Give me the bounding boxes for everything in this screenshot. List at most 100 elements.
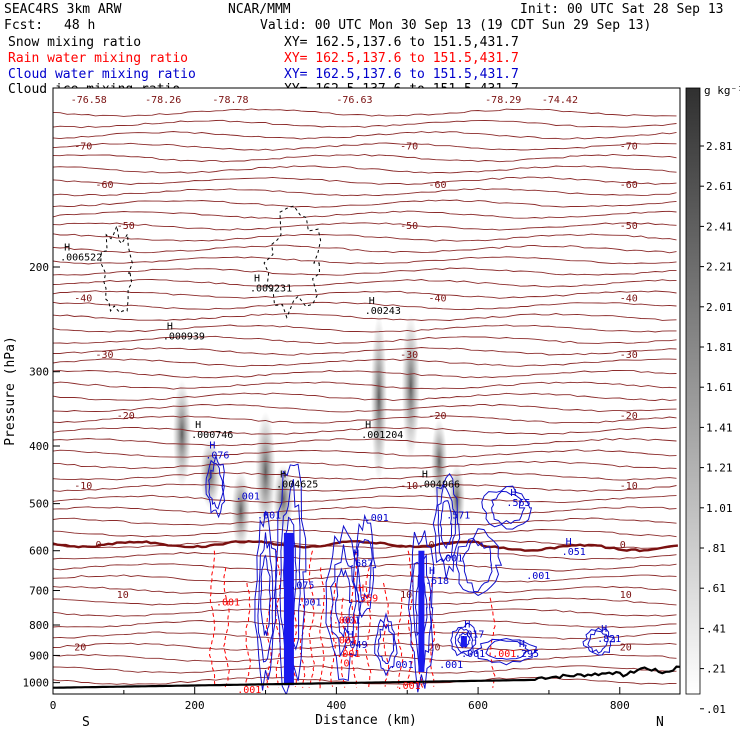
y-tick-label-200: 200 [29, 261, 49, 274]
fcst-label: Fcst: [4, 18, 43, 33]
max-h-marker-1: H [167, 322, 173, 333]
field-xy-cloud-water: XY= 162.5,137.6 to 151.5,431.7 [284, 67, 519, 82]
isotherm-line [53, 631, 677, 640]
cloud-water-contour [485, 639, 530, 660]
isotherm-label: -20 [620, 411, 638, 422]
fcst-value: 48 h [64, 18, 95, 33]
isotherm-line [53, 358, 677, 367]
isotherm-line [53, 108, 677, 117]
y-tick-label-700: 700 [29, 585, 49, 598]
isotherm-label: 0 [96, 540, 102, 551]
isotherm-label: -70 [400, 142, 418, 153]
cloud-water-contour [335, 567, 353, 639]
isotherm-line [53, 233, 677, 242]
cloud-water-core-0 [283, 532, 294, 686]
cloud-water-contour [432, 472, 461, 579]
max-h-marker-14: H [464, 620, 470, 631]
rain-contour [223, 567, 230, 689]
contour-label-15: 0 [343, 659, 349, 670]
isotherm-label: -40 [620, 293, 638, 304]
isotherm-label: -20 [428, 411, 446, 422]
cloud-water-contour [356, 538, 373, 604]
contour-labels: H.006522H.000939H.009231H.00243H.000746H… [60, 242, 621, 696]
contour-label-12: .001 [216, 598, 240, 609]
top-temp-label: -76.63 [336, 95, 372, 106]
axes: 0 200 400 600 800200300400500600700800900100… [23, 261, 630, 712]
isotherm-label: -50 [620, 221, 638, 232]
cloud-water-contour [330, 544, 357, 658]
isotherm-label: -30 [620, 350, 638, 361]
isotherm-line [53, 404, 677, 413]
max-value-17: .049 [343, 640, 367, 651]
y-tick-label-600: 600 [29, 545, 49, 558]
isotherm-label: -60 [428, 180, 446, 191]
isotherm-line [53, 222, 677, 231]
max-h-marker-10: H [566, 537, 572, 548]
top-temp-label: -78.78 [212, 95, 248, 106]
top-temp-label: -78.26 [145, 95, 181, 106]
y-tick-label-400: 400 [29, 440, 49, 453]
contour-label-18: .001 [237, 685, 261, 696]
isotherm-line [53, 347, 677, 356]
max-value-16: .295 [515, 649, 539, 660]
isotherm-label: 20 [428, 643, 440, 654]
cloud-water-contour [474, 637, 539, 666]
org-label: NCAR/MMM [228, 2, 291, 17]
isotherm-label: -30 [96, 350, 114, 361]
cloud-water-contour [254, 510, 278, 691]
x-axis-label: Distance (km) [315, 713, 417, 728]
south-label: S [82, 715, 90, 730]
contour-label-16: .001 [333, 636, 357, 647]
x-tick-label-400: 400 [326, 699, 346, 712]
cloud-water-contour [208, 462, 224, 510]
max-value-10: .051 [562, 547, 586, 558]
cloud-ice-contours [100, 205, 322, 319]
isotherm-line [53, 551, 677, 560]
x-tick-label-0: 0 [50, 699, 57, 712]
isotherm-line [53, 199, 677, 208]
max-h-marker-8: H [209, 441, 215, 452]
colorbar-unit: g kg⁻¹ [704, 84, 740, 97]
isotherm-line [53, 210, 677, 219]
cloud-water-contour [325, 524, 362, 681]
isotherm-label: -50 [400, 221, 418, 232]
isotherm-line [53, 517, 677, 526]
y-tick-label-1000: 1000 [23, 677, 50, 690]
isotherm-label: 10 [620, 590, 632, 601]
cloud-ice-contour [100, 224, 133, 314]
max-h-marker-11: H [353, 549, 359, 560]
cloud-water-contour [437, 483, 457, 563]
snow-plume-6 [401, 314, 420, 459]
rain-contour [329, 582, 337, 687]
isotherm-label: -20 [117, 411, 135, 422]
cloud-water-contour [481, 485, 533, 530]
colorbar-label-4: 2.01 [706, 301, 733, 314]
rain-contour [418, 567, 425, 690]
isotherm-lines: -70 -70 -70 -60 -60 -60 -50 -50 -50 -40 -40 -40 -30 -… [53, 95, 678, 685]
contour-label-2: .571 [446, 511, 470, 522]
max-value-4: .000746 [191, 430, 233, 441]
isotherm-line [53, 381, 677, 390]
cloud-water-contour [407, 530, 435, 693]
valid-time: Valid: 00 UTC Mon 30 Sep 13 (19 CDT Sun … [260, 18, 651, 33]
isotherm-line [53, 392, 677, 402]
cloud-water-contour [374, 612, 398, 677]
isotherm-line [53, 585, 677, 594]
contour-label-8: .001 [461, 649, 485, 660]
terrain-profile [53, 665, 680, 689]
contour-label-14: .001 [336, 649, 360, 660]
isotherm-label: 0 [428, 540, 434, 551]
rain-contour [365, 567, 372, 689]
cloud-water-contour [455, 528, 503, 597]
isotherm-line [53, 256, 677, 265]
max-value-7: .004966 [418, 480, 460, 491]
cloud-water-contour [377, 621, 395, 664]
rain-contour [245, 582, 251, 687]
y-axis-label: Pressure (hPa) [3, 336, 18, 446]
max-value-3: .00243 [365, 306, 401, 317]
isotherm-line [53, 620, 677, 628]
isotherm-line [53, 528, 677, 538]
isotherm-label: 0 [620, 540, 626, 551]
isotherm-line [53, 574, 677, 583]
isotherm-line [53, 472, 677, 481]
